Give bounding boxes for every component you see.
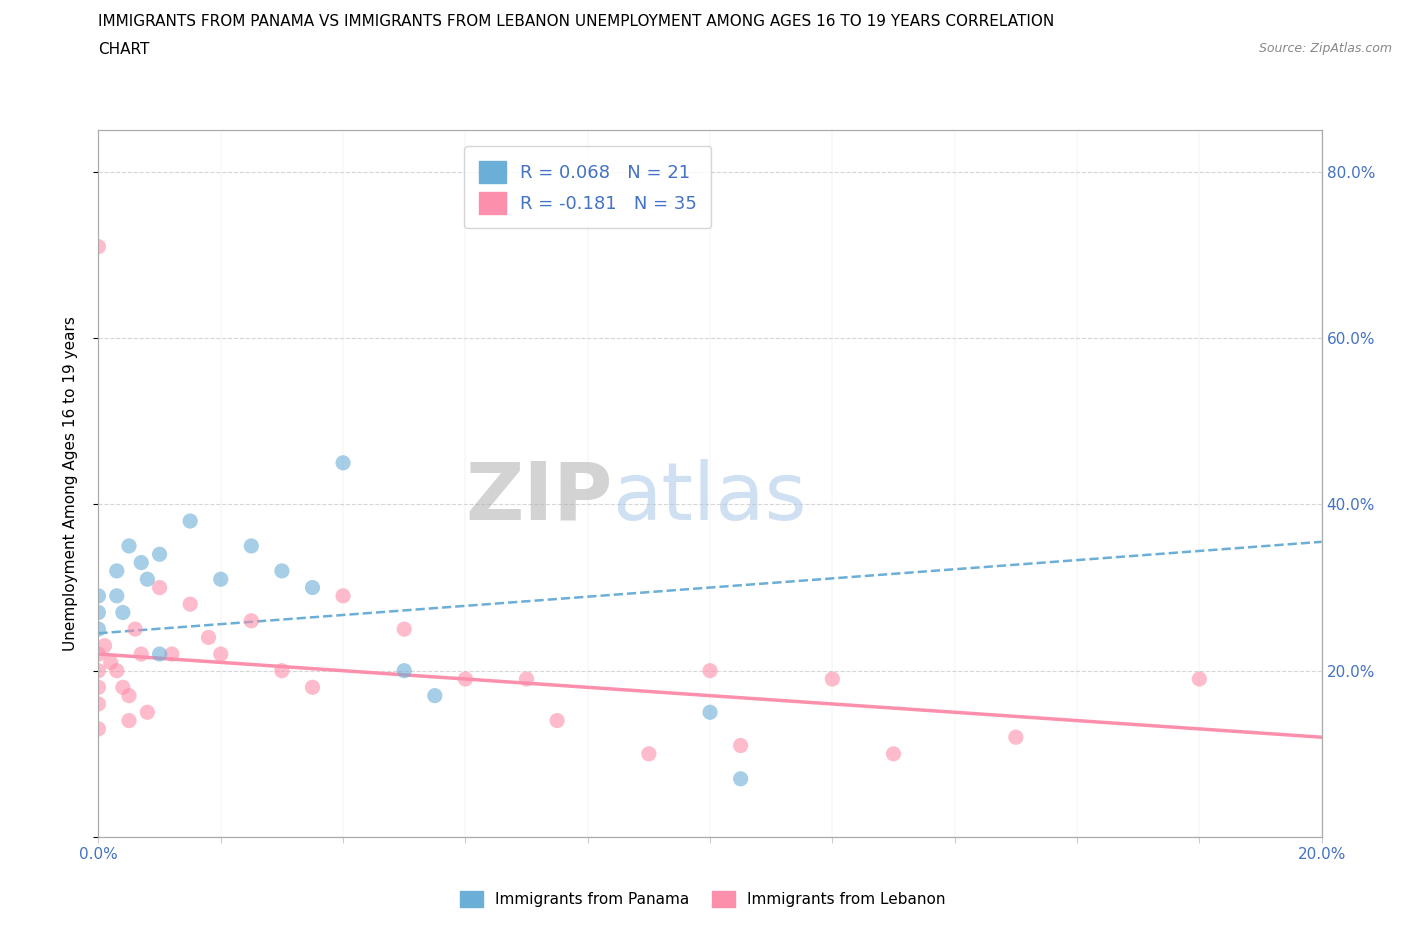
Point	[883, 747, 905, 762]
Point	[240, 614, 263, 629]
Point	[149, 580, 172, 595]
Point	[87, 621, 110, 636]
Point	[118, 688, 141, 703]
Text: IMMIGRANTS FROM PANAMA VS IMMIGRANTS FROM LEBANON UNEMPLOYMENT AMONG AGES 16 TO : IMMIGRANTS FROM PANAMA VS IMMIGRANTS FRO…	[98, 14, 1054, 29]
Point	[209, 646, 232, 661]
Point	[111, 605, 134, 620]
Point	[332, 456, 354, 471]
Text: Source: ZipAtlas.com: Source: ZipAtlas.com	[1258, 42, 1392, 55]
Point	[87, 680, 110, 695]
Text: atlas: atlas	[612, 458, 807, 537]
Legend: Immigrants from Panama, Immigrants from Lebanon: Immigrants from Panama, Immigrants from …	[454, 884, 952, 913]
Point	[87, 589, 110, 604]
Point	[637, 747, 661, 762]
Point	[270, 564, 292, 578]
Point	[149, 547, 172, 562]
Point	[87, 646, 110, 661]
Point	[197, 630, 219, 644]
Point	[240, 538, 263, 553]
Point	[111, 680, 134, 695]
Point	[87, 239, 110, 254]
Point	[87, 697, 110, 711]
Point	[516, 671, 538, 686]
Point	[1004, 730, 1026, 745]
Point	[454, 671, 477, 686]
Point	[118, 713, 141, 728]
Point	[423, 688, 446, 703]
Point	[546, 713, 568, 728]
Point	[209, 572, 232, 587]
Point	[124, 621, 146, 636]
Point	[270, 663, 292, 678]
Point	[301, 680, 323, 695]
Point	[129, 555, 152, 570]
Point	[105, 564, 128, 578]
Text: CHART: CHART	[98, 42, 150, 57]
Point	[699, 663, 721, 678]
Point	[392, 663, 416, 678]
Point	[105, 663, 128, 678]
Point	[179, 597, 201, 612]
Point	[1188, 671, 1211, 686]
Point	[87, 722, 110, 737]
Point	[699, 705, 721, 720]
Point	[392, 621, 416, 636]
Point	[136, 572, 159, 587]
Point	[149, 646, 172, 661]
Point	[301, 580, 323, 595]
Point	[179, 513, 201, 528]
Y-axis label: Unemployment Among Ages 16 to 19 years: Unemployment Among Ages 16 to 19 years	[63, 316, 77, 651]
Point	[100, 655, 122, 670]
Point	[87, 663, 110, 678]
Point	[105, 589, 128, 604]
Point	[129, 646, 152, 661]
Text: ZIP: ZIP	[465, 458, 612, 537]
Point	[160, 646, 183, 661]
Legend: R = 0.068   N = 21, R = -0.181   N = 35: R = 0.068 N = 21, R = -0.181 N = 35	[464, 146, 711, 228]
Point	[136, 705, 159, 720]
Point	[332, 589, 354, 604]
Point	[730, 771, 752, 786]
Point	[87, 605, 110, 620]
Point	[730, 738, 752, 753]
Point	[118, 538, 141, 553]
Point	[821, 671, 844, 686]
Point	[93, 638, 115, 653]
